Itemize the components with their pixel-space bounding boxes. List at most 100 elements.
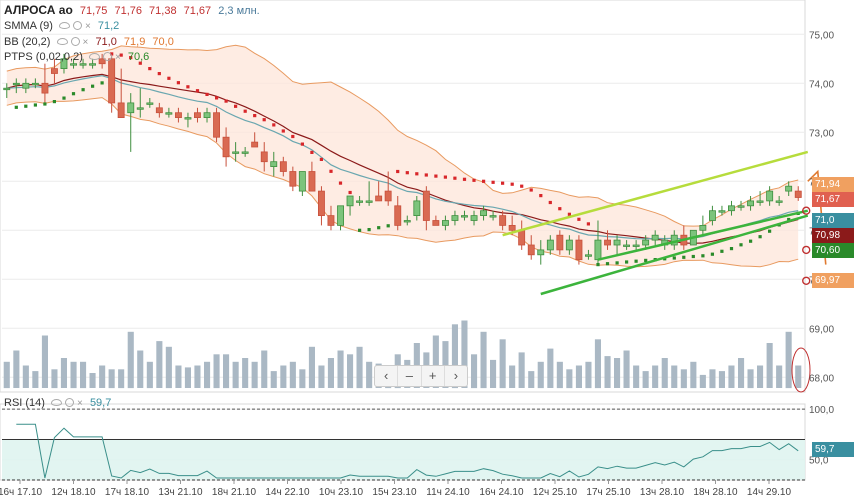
candle-body [537, 249, 545, 256]
gear-icon[interactable] [102, 52, 112, 61]
candle-body [31, 82, 39, 86]
volume-bar [566, 369, 573, 389]
sar-dot [81, 88, 85, 92]
scroll-right-button[interactable]: › [453, 368, 459, 383]
candle-body [775, 200, 783, 203]
eye-icon[interactable] [88, 53, 100, 60]
candle-body [79, 63, 87, 66]
candle-body [460, 215, 468, 218]
time-tick-label: 18ч 21.10 [212, 487, 257, 498]
sar-dot [758, 235, 762, 239]
volume-bar [480, 331, 487, 389]
sar-dot [682, 255, 686, 259]
volume-bar [537, 361, 544, 389]
close-icon[interactable] [115, 52, 121, 63]
indicator-value: 70,0 [152, 36, 174, 48]
candle-body [241, 151, 249, 154]
eye-icon[interactable] [58, 22, 70, 29]
candle-body [184, 117, 192, 120]
zoom-out-button[interactable]: – [398, 366, 422, 386]
candle-body [699, 224, 707, 231]
candle-body [155, 107, 163, 114]
gear-icon[interactable] [70, 37, 80, 46]
indicator-value: 71,9 [123, 36, 146, 48]
sar-dot [367, 228, 371, 232]
time-tick-label: 16ч 17.10 [0, 487, 43, 498]
candle-body [279, 161, 287, 172]
price-marker [802, 206, 811, 215]
scroll-left-button[interactable]: ‹ [375, 366, 399, 386]
candle-body [365, 200, 373, 203]
time-tick-label: 15ч 23.10 [372, 487, 417, 498]
volume-bar [509, 365, 516, 388]
price-tag: 71,67 [812, 192, 854, 207]
candle-body [785, 185, 793, 192]
price-tick-label: 73,00 [809, 128, 834, 139]
sar-dot [596, 263, 600, 267]
indicator-value: 71,2 [97, 20, 120, 32]
eye-icon[interactable] [56, 38, 68, 45]
volume-bar [661, 358, 668, 388]
eye-icon[interactable] [51, 399, 63, 406]
candle-body [298, 171, 306, 192]
volume-bar [242, 358, 249, 388]
sar-dot [176, 81, 180, 85]
candle-body [632, 244, 640, 247]
candle-body [117, 102, 125, 119]
volume-bar [585, 361, 592, 389]
volume-bar [594, 339, 601, 389]
candle-body [222, 136, 230, 158]
bollinger-fill [6, 45, 799, 267]
volume-bar [547, 348, 554, 388]
volume-bar [556, 361, 563, 389]
zoom-in-button[interactable]: + [422, 366, 445, 386]
gear-icon[interactable] [65, 398, 75, 407]
sar-dot [24, 104, 28, 108]
volume-bar [347, 354, 354, 389]
candle-body [585, 254, 592, 257]
sar-dot [396, 169, 400, 174]
candle-body [613, 239, 621, 246]
volume-bar [299, 369, 306, 389]
sar-dot [558, 207, 562, 211]
candle-body [441, 220, 449, 226]
time-tick-label: 13ч 28.10 [640, 487, 685, 498]
sar-dot [33, 103, 37, 107]
sar-dot [338, 181, 343, 185]
volume-bar [213, 354, 220, 389]
candle-body [575, 239, 583, 261]
sar-dot [100, 81, 104, 85]
sar-dot [91, 84, 95, 88]
time-tick-label: 17ч 25.10 [586, 487, 631, 498]
rsi-name: RSI (14) [4, 397, 45, 409]
gear-icon[interactable] [72, 21, 82, 30]
volume-bar [70, 361, 77, 389]
sar-dot [415, 172, 419, 176]
volume-bar [194, 365, 201, 388]
volume-bar [709, 369, 716, 389]
sar-dot [71, 92, 76, 96]
volume-bar [80, 361, 87, 389]
rsi-header: RSI (14) 59,7 [4, 397, 111, 409]
volume-bar [232, 361, 239, 389]
close-icon[interactable] [83, 37, 89, 48]
close-icon[interactable] [77, 398, 83, 409]
volume-bar [41, 335, 48, 388]
bollinger-lower-line [6, 97, 799, 268]
candle-body [766, 190, 774, 202]
time-tick-label: 11ч 24.10 [426, 487, 470, 498]
sar-dot [434, 174, 438, 178]
candle-body [623, 244, 630, 247]
sar-dot [319, 157, 323, 161]
candle-body [289, 171, 297, 187]
volume-bar [13, 350, 20, 388]
volume-bar [366, 361, 373, 389]
sar-dot [482, 179, 486, 183]
volume-bar [22, 365, 29, 388]
close-icon[interactable] [85, 21, 91, 32]
sar-dot [243, 109, 247, 113]
candle-body [60, 58, 68, 69]
volume-bar [337, 350, 344, 388]
volume-bar [633, 365, 640, 388]
